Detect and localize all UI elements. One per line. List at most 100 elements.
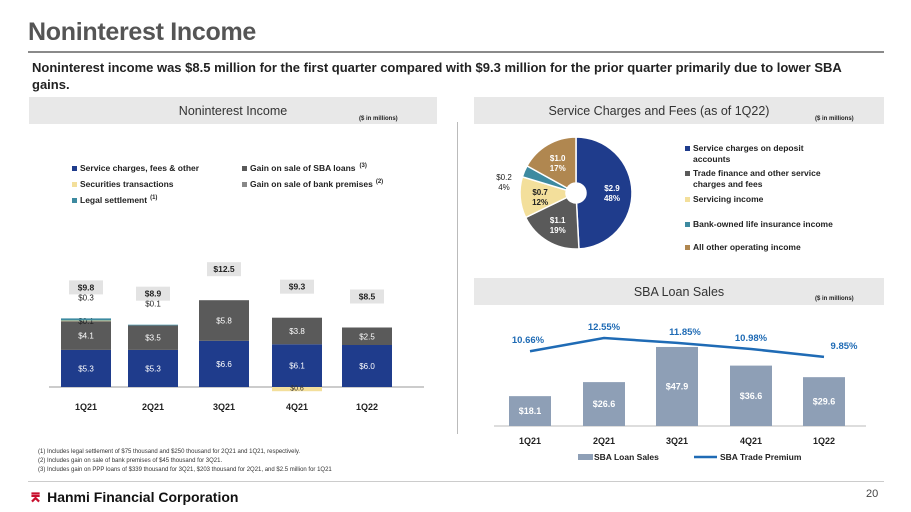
pie-value-label: $1.0: [550, 154, 566, 163]
logo-text: Hanmi Financial Corporation: [47, 489, 239, 505]
page-number: 20: [866, 488, 879, 500]
noninterest-panel-header: Noninterest Income ($ in millions): [29, 97, 437, 124]
pie-value-label: $0.2: [496, 173, 512, 182]
nii-bar-segment: [128, 324, 178, 326]
sba-category-label: 2Q21: [593, 436, 615, 446]
service-charges-panel-header: Service Charges and Fees (as of 1Q22) ($…: [474, 97, 884, 124]
footnote-1: (1) Includes legal settlement of $75 tho…: [38, 449, 301, 455]
nii-total-box: [69, 280, 103, 295]
pie-legend-label: charges and fees: [693, 179, 763, 189]
legend-item-sba-gain: Gain on sale of SBA loans (3): [242, 163, 367, 173]
nii-value-label: $6.1: [289, 362, 305, 371]
sba-premium-label: 11.85%: [669, 327, 701, 338]
nii-total-label: $9.8: [78, 282, 95, 292]
nii-value-label: $0.3: [78, 293, 94, 302]
pie-value-label: $0.7: [532, 188, 548, 197]
nii-value-label: $5.3: [145, 364, 161, 373]
sba-bar-label: $18.1: [519, 406, 542, 416]
nii-bar-segment: [128, 325, 178, 350]
footer-divider: [28, 481, 884, 482]
nii-value-label: $4.1: [78, 332, 94, 341]
nii-value-label: $5.3: [78, 364, 94, 373]
sba-category-label: 1Q22: [813, 436, 835, 446]
pie-value-label: $2.9: [604, 184, 620, 193]
hanmi-logo-icon: ⌆: [28, 486, 44, 506]
pie-legend-label: Bank-owned life insurance income: [693, 219, 833, 229]
nii-category-label: 3Q21: [213, 402, 235, 412]
nii-bar-segment: [61, 320, 111, 322]
pie-percent-label: 4%: [498, 183, 510, 192]
pie-legend-swatch: [685, 197, 690, 202]
nii-total-box: [350, 289, 384, 304]
nii-value-label: $2.5: [359, 332, 375, 341]
nii-value-label: $6.0: [359, 362, 375, 371]
footnote-2: (2) Includes gain on sale of bank premis…: [38, 458, 223, 464]
pie-legend-swatch: [685, 171, 690, 176]
sba-bar: [656, 346, 698, 426]
sba-unit-note: ($ in millions): [815, 296, 854, 302]
nii-category-label: 1Q21: [75, 402, 97, 412]
nii-category-label: 4Q21: [286, 402, 308, 412]
sba-premium-label: 10.66%: [512, 335, 545, 346]
footnotes: (1) Includes legal settlement of $75 tho…: [38, 448, 332, 475]
sba-panel-header: SBA Loan Sales ($ in millions): [474, 278, 884, 305]
sba-bar: [730, 365, 772, 426]
service-charges-chart-title: Service Charges and Fees (as of 1Q22): [548, 104, 770, 118]
page-title: Noninterest Income: [28, 18, 256, 46]
pie-slice: [575, 136, 633, 250]
nii-bar-segment: [199, 340, 249, 387]
sba-category-label: 3Q21: [666, 436, 688, 446]
pie-legend-swatch: [685, 222, 690, 227]
nii-total-label: $9.3: [289, 282, 306, 292]
pie-percent-label: 19%: [550, 226, 566, 235]
nii-bar-segment: [199, 300, 249, 341]
nii-bar-segment: [272, 317, 322, 345]
pie-percent-label: 12%: [532, 198, 548, 207]
nii-total-label: $8.9: [145, 289, 162, 299]
pie-slice: [525, 136, 577, 190]
nii-value-label: $0.1: [145, 300, 161, 309]
page-subtitle: Noninterest income was $8.5 million for …: [32, 60, 842, 92]
sba-bar: [803, 377, 845, 426]
nii-total-box: [280, 279, 314, 294]
sba-premium-line: [529, 336, 825, 359]
nii-total-box: [207, 262, 241, 277]
sba-bar-label: $29.6: [813, 397, 836, 407]
sba-bar-label: $47.9: [666, 381, 689, 391]
nii-value-label: $0.1: [78, 317, 94, 326]
pie-value-label: $1.1: [550, 216, 566, 225]
nii-value-label: $0.6: [290, 386, 304, 393]
pie-legend-label: All other operating income: [693, 242, 801, 252]
nii-bar-segment: [61, 321, 111, 350]
nii-value-label: $3.5: [145, 334, 161, 343]
noninterest-chart-title: Noninterest Income: [178, 104, 288, 118]
title-divider: [28, 51, 884, 53]
nii-value-label: $5.8: [216, 317, 232, 326]
pie-percent-label: 17%: [550, 164, 566, 173]
legend-item-securities: Securities transactions: [72, 179, 174, 189]
nii-value-label: $6.6: [216, 360, 232, 369]
pie-legend-label: Service charges on deposit: [693, 143, 804, 153]
sba-bar: [509, 396, 551, 426]
nii-value-label: $3.8: [289, 327, 305, 336]
pie-legend-label: Servicing income: [693, 194, 764, 204]
pie-legend-swatch: [685, 245, 690, 250]
nii-category-label: 2Q21: [142, 402, 164, 412]
sba-bar-label: $36.6: [740, 391, 763, 401]
sba-premium-label: 9.85%: [831, 341, 858, 352]
nii-bar-segment: [342, 345, 392, 387]
pie-percent-label: 48%: [604, 194, 620, 203]
noninterest-stacked-chart: $5.3$4.1$0.1$0.3$9.81Q21$5.3$3.5$0.1$8.9…: [49, 262, 424, 412]
pie-legend-swatch: [685, 146, 690, 151]
company-logo: ⌆ Hanmi Financial Corporation: [28, 486, 238, 507]
nii-bar-segment: [61, 318, 111, 321]
nii-category-label: 1Q22: [356, 402, 378, 412]
panel-separator: [457, 122, 458, 434]
sba-bar: [583, 382, 625, 426]
pie-legend-label: accounts: [693, 154, 731, 164]
sba-legend-bar-label: SBA Loan Sales: [594, 452, 659, 462]
service-charges-pie-chart: $2.948% $1.119% $0.712% $0.24% $1.017% Servi…: [496, 136, 833, 252]
service-charges-unit-note: ($ in millions): [815, 116, 854, 122]
legend-item-legal-settlement: Legal settlement (1): [72, 195, 157, 205]
sba-chart-title: SBA Loan Sales: [633, 285, 725, 299]
